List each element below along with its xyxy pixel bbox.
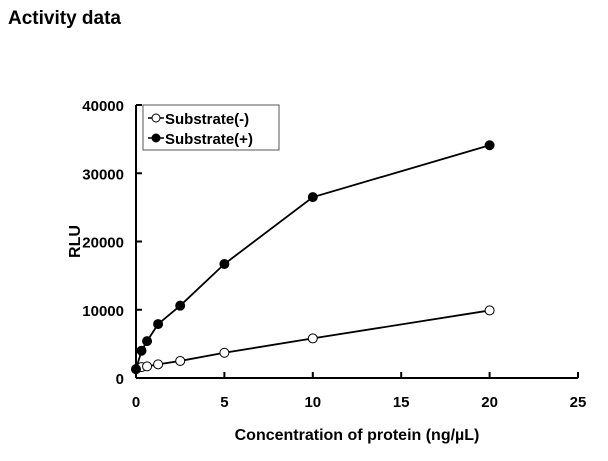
data-point <box>484 305 495 316</box>
data-point <box>142 336 153 347</box>
x-tick-label: 25 <box>570 394 587 411</box>
legend-marker <box>151 113 161 123</box>
data-point <box>142 361 153 372</box>
legend-label: Substrate(-) <box>165 111 249 128</box>
data-point <box>153 359 164 370</box>
data-point <box>307 333 318 344</box>
data-point <box>307 192 318 203</box>
data-point <box>131 364 141 375</box>
data-point <box>153 319 164 330</box>
page-title: Activity data <box>8 8 121 29</box>
data-point <box>175 355 186 366</box>
data-point <box>175 300 186 311</box>
data-point <box>136 345 147 356</box>
y-tick-label: 30000 <box>82 166 124 183</box>
y-axis-label: RLU <box>67 225 84 258</box>
x-tick-label: 10 <box>304 394 321 411</box>
legend-label: Substrate(+) <box>165 131 253 148</box>
data-point <box>484 140 495 151</box>
x-axis-label: Concentration of protein (ng/µL) <box>235 427 480 444</box>
data-point <box>219 347 230 358</box>
y-tick-label: 10000 <box>82 303 124 320</box>
x-tick-label: 20 <box>481 394 498 411</box>
legend-marker <box>151 133 161 143</box>
x-tick-label: 0 <box>132 394 140 411</box>
y-tick-label: 0 <box>116 371 124 388</box>
legend-box <box>142 104 280 151</box>
y-tick-label: 40000 <box>82 98 124 115</box>
x-tick-label: 15 <box>393 394 410 411</box>
data-point <box>219 259 230 270</box>
x-tick-label: 5 <box>220 394 228 411</box>
y-tick-label: 20000 <box>82 235 124 252</box>
